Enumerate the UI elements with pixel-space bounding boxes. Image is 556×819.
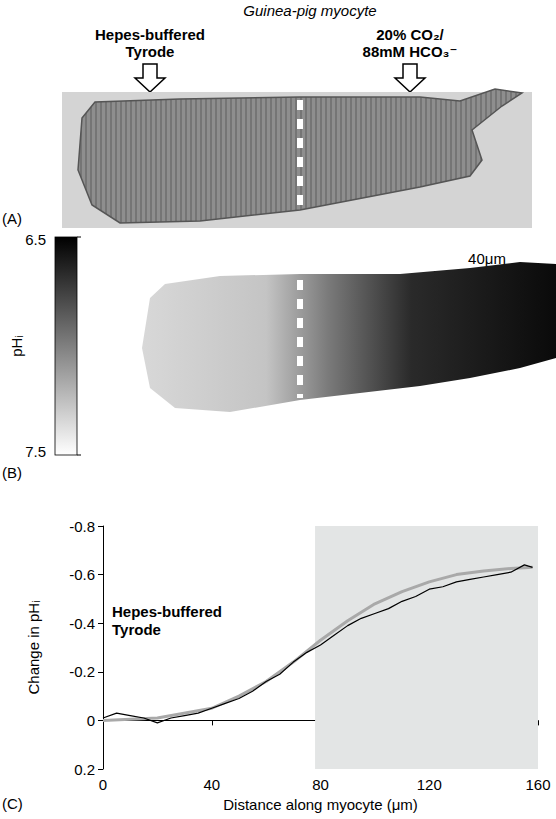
svg-text:(B): (B) [2,464,22,481]
svg-text:-0.4: -0.4 [69,615,95,632]
svg-text:6.5: 6.5 [25,231,46,248]
svg-text:-0.2: -0.2 [69,663,95,680]
svg-text:(A): (A) [2,210,22,227]
svg-text:20% CO₂/: 20% CO₂/ [376,26,444,43]
svg-text:Hepes-buffered: Hepes-buffered [95,26,205,43]
svg-text:Tyrode: Tyrode [126,43,175,60]
svg-text:88mM HCO₃⁻: 88mM HCO₃⁻ [363,43,458,60]
svg-text:Guinea-pig myocyte: Guinea-pig myocyte [243,2,376,19]
svg-text:80: 80 [312,776,329,793]
svg-text:-0.6: -0.6 [69,566,95,583]
svg-text:0: 0 [87,712,95,729]
svg-text:0.2: 0.2 [74,761,95,778]
svg-text:7.5: 7.5 [25,443,46,460]
svg-text:40: 40 [203,776,220,793]
svg-text:0: 0 [99,776,107,793]
svg-text:40μm: 40μm [468,250,506,267]
svg-text:(C): (C) [2,795,23,812]
svg-text:Distance along myocyte (μm): Distance along myocyte (μm) [223,796,418,813]
svg-text:-0.8: -0.8 [69,518,95,535]
svg-text:Change in pHᵢ: Change in pHᵢ [25,600,42,694]
svg-text:160: 160 [525,776,550,793]
svg-text:Hepes-buffered: Hepes-buffered [112,603,222,620]
svg-text:120: 120 [417,776,442,793]
svg-text:Tyrode: Tyrode [112,621,161,638]
svg-text:pHᵢ: pHᵢ [8,335,25,357]
